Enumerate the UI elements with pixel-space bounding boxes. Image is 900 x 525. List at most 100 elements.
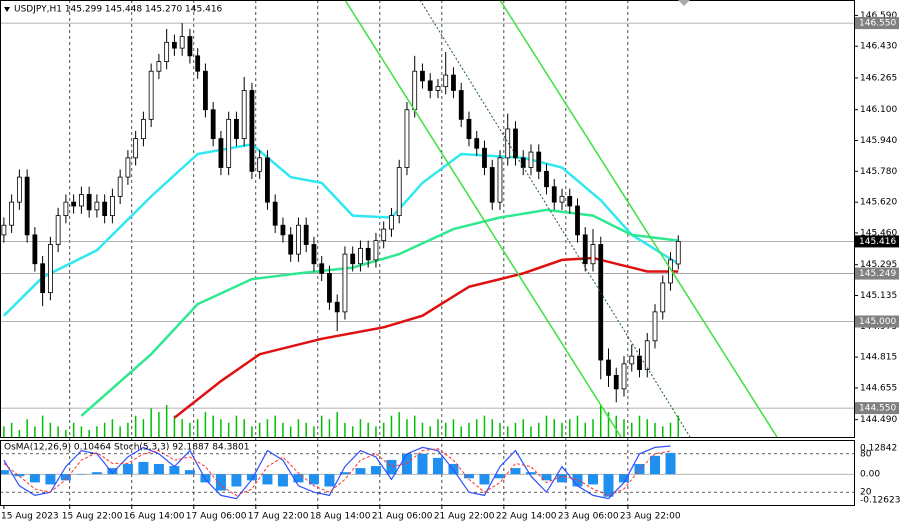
candle-body — [203, 70, 208, 111]
indicator-line — [2, 143, 679, 317]
osma-bar — [215, 474, 226, 491]
osma-bar — [138, 461, 149, 475]
candle-body — [396, 167, 402, 217]
candle-body — [358, 247, 363, 265]
level-label: 145.249 — [859, 269, 896, 279]
osma-bar — [45, 474, 56, 485]
x-tick-label: 18 Aug 14:00 — [310, 512, 371, 522]
level-label: 145.416 — [859, 237, 896, 247]
osma-bar — [91, 472, 102, 475]
osma-bar — [29, 474, 40, 483]
x-tick-label: 17 Aug 22:00 — [248, 512, 309, 522]
y-tick-label: 146.590 — [860, 11, 897, 21]
candle-body — [156, 61, 162, 72]
candle-body — [575, 205, 580, 236]
osma-bar — [14, 474, 25, 477]
chart-title: USDJPY,H1 145.299 145.448 145.270 145.41… — [14, 5, 223, 15]
candle-body — [466, 118, 472, 140]
candle-body — [303, 224, 309, 245]
osma-bar — [246, 474, 257, 481]
osma-bar — [277, 474, 288, 487]
stoch-tick-label: 20 — [860, 488, 872, 498]
candle-body — [141, 118, 146, 140]
candle-body — [381, 228, 387, 242]
candle-body — [187, 36, 193, 57]
osma-bar — [355, 468, 366, 475]
candle-body — [551, 186, 557, 203]
oscillator-title: OsMA(12,26,9) 0.10464 Stoch(5,3,3) 92.18… — [4, 443, 250, 453]
candle-body — [32, 234, 38, 265]
candle-body — [637, 355, 642, 371]
level-tag — [855, 267, 899, 280]
candle-body — [47, 244, 53, 294]
level-tag — [855, 315, 899, 328]
osma-bar — [603, 474, 614, 497]
x-tick-label: 21 Aug 06:00 — [372, 512, 433, 522]
candle-body — [86, 194, 92, 211]
osma-bar — [76, 474, 87, 475]
osma-bar — [463, 474, 474, 479]
osma-tick-label: 0.12842 — [860, 444, 897, 454]
osma-tick-label: 0.00 — [860, 470, 880, 480]
menu-arrow[interactable] — [4, 7, 10, 12]
y-tick-label: 145.460 — [860, 228, 897, 238]
candle-body — [94, 201, 100, 211]
osma-bar — [107, 468, 118, 475]
candle-body — [458, 90, 464, 120]
candle-body — [451, 74, 456, 91]
candle-body — [567, 195, 573, 207]
indicator-line — [3, 448, 671, 496]
main-frame — [0, 0, 855, 438]
osma-bar — [525, 472, 536, 475]
candle-body — [296, 224, 301, 255]
x-tick-label: 15 Aug 22:00 — [62, 512, 123, 522]
candle-body — [420, 70, 425, 82]
osma-bar — [572, 474, 583, 487]
candle-body — [1, 224, 7, 236]
y-tick-label: 144.815 — [860, 353, 897, 363]
candle-body — [505, 128, 511, 159]
candle-body — [412, 70, 418, 111]
y-tick-label: 145.135 — [860, 291, 897, 301]
oscillator-frame — [0, 440, 855, 506]
channel-midline — [419, 0, 691, 438]
x-tick-label: 23 Aug 22:00 — [620, 512, 681, 522]
candle-body — [319, 263, 325, 274]
level-tag — [855, 17, 899, 30]
candle-body — [133, 138, 139, 159]
level-label: 146.550 — [859, 19, 896, 29]
x-tick-label: 22 Aug 14:00 — [496, 512, 557, 522]
candle-body — [241, 90, 247, 140]
osma-bar — [60, 474, 71, 481]
candle-body — [613, 374, 619, 390]
osma-bar — [494, 474, 505, 479]
osma-bar — [386, 459, 397, 475]
osma-bar — [432, 457, 443, 475]
candle-body — [559, 195, 565, 203]
candle-body — [102, 201, 108, 217]
candle-body — [489, 167, 495, 203]
candle-body — [218, 138, 224, 168]
osma-bar — [169, 466, 180, 475]
osma-bar — [665, 452, 676, 475]
candle-body — [497, 157, 503, 203]
candle-body — [55, 215, 61, 245]
candle-body — [590, 244, 596, 265]
y-tick-label: 145.620 — [860, 198, 897, 208]
x-tick-label: 21 Aug 22:00 — [434, 512, 495, 522]
candle-body — [536, 151, 542, 172]
candle-body — [63, 201, 69, 217]
candle-body — [342, 253, 348, 313]
osma-bar — [510, 468, 521, 475]
candle-body — [265, 157, 270, 203]
candle-body — [249, 90, 255, 172]
candle-body — [234, 118, 239, 140]
y-tick-label: 144.655 — [860, 383, 897, 393]
channel-line — [344, 0, 622, 438]
candle-body — [513, 128, 518, 159]
candle-body — [389, 215, 394, 230]
candle-body — [675, 241, 681, 265]
indicator-line — [80, 208, 679, 417]
candle-body — [629, 355, 635, 365]
